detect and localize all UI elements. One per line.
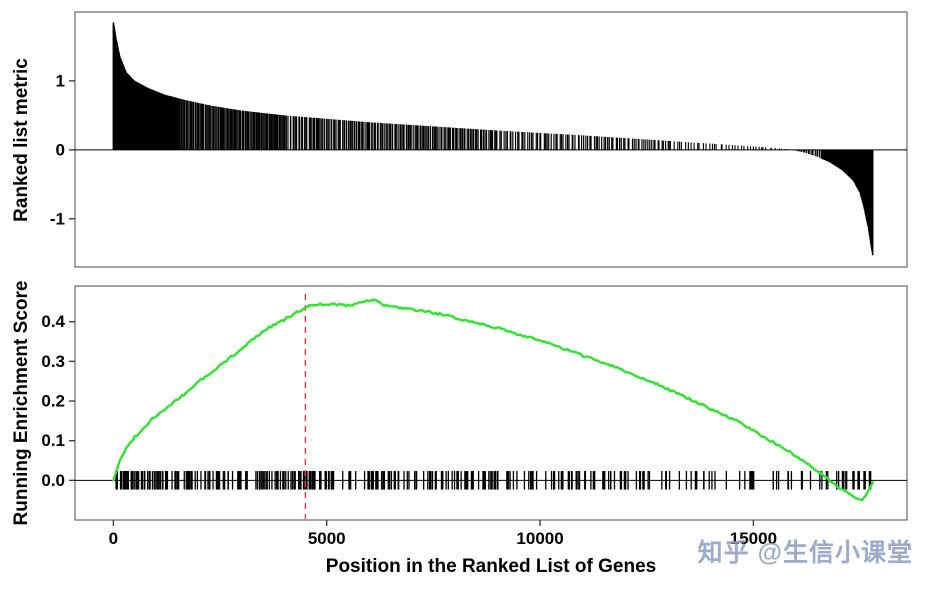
running-es-axis-title: Running Enrichment Score bbox=[11, 280, 32, 526]
gene-position-rug bbox=[115, 471, 872, 490]
watermark: 知乎 @生信小课堂 bbox=[697, 539, 913, 567]
y-tick-label: 0.3 bbox=[41, 352, 65, 371]
y-tick-label: 0.1 bbox=[41, 431, 65, 450]
y-tick-label: -1 bbox=[50, 209, 65, 228]
ranked-metric-bars bbox=[112, 22, 874, 256]
x-tick-label: 15000 bbox=[730, 529, 777, 548]
x-tick-label: 10000 bbox=[516, 529, 563, 548]
y-tick-label: 1 bbox=[56, 71, 65, 90]
running-es-line bbox=[112, 298, 875, 502]
y-tick-label: 0.2 bbox=[41, 392, 65, 411]
x-axis-title: Position in the Ranked List of Genes bbox=[325, 556, 657, 577]
y-tick-label: 0.0 bbox=[41, 471, 65, 490]
x-tick-label: 0 bbox=[109, 529, 118, 548]
y-tick-label: 0 bbox=[56, 140, 65, 159]
x-tick-label: 5000 bbox=[308, 529, 346, 548]
ranked-metric-axis-title: Ranked list metric bbox=[11, 58, 32, 222]
y-tick-label: 0.4 bbox=[41, 312, 65, 331]
